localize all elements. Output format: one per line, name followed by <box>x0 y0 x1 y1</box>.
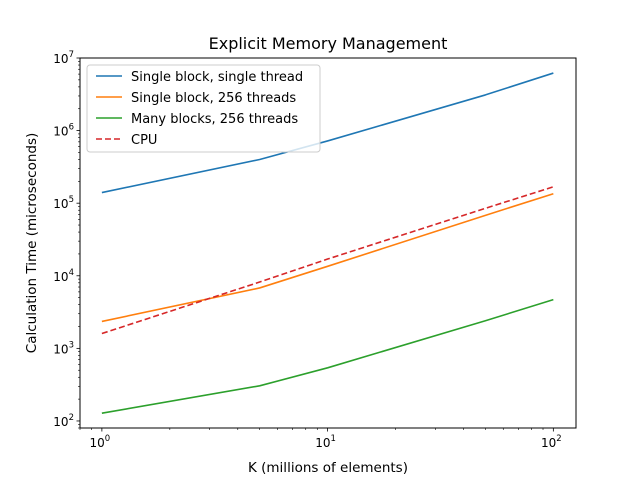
legend-label: Single block, single thread <box>131 70 303 85</box>
y-tick-label: 105 <box>53 195 74 211</box>
x-axis-ticks: 100 101 102 <box>79 428 562 450</box>
legend-label: Single block, 256 threads <box>131 91 296 106</box>
series-layer <box>101 72 554 414</box>
x-tick-label: 100 <box>90 434 111 450</box>
y-axis-ticks: 102 103 104 105 106 107 <box>53 50 80 429</box>
y-axis-label: Calculation Time (microseconds) <box>24 133 40 353</box>
legend-label: Many blocks, 256 threads <box>131 112 298 127</box>
x-tick-label: 101 <box>315 434 336 450</box>
x-tick-label: 102 <box>541 434 562 450</box>
x-axis-label: K (millions of elements) <box>248 460 408 476</box>
y-tick-label: 102 <box>53 413 74 429</box>
legend-label: CPU <box>131 133 157 148</box>
legend: Single block, single thread Single block,… <box>86 64 321 153</box>
y-tick-label: 103 <box>53 340 74 356</box>
y-tick-label: 104 <box>53 268 74 284</box>
y-tick-label: 107 <box>53 50 74 66</box>
chart-title: Explicit Memory Management <box>209 34 448 53</box>
y-tick-label: 106 <box>53 123 74 139</box>
legend-box <box>86 64 321 153</box>
